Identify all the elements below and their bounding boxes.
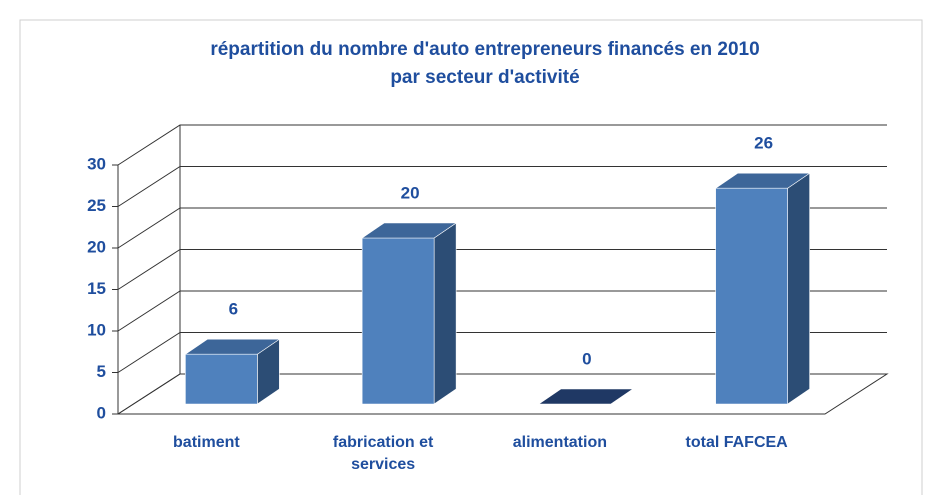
- bar-top: [361, 222, 458, 239]
- grid-line: [117, 166, 887, 207]
- grid-line: [117, 332, 887, 373]
- bar-front: [185, 353, 258, 405]
- y-tick-label: 30: [87, 154, 106, 173]
- grid-line: [117, 207, 887, 249]
- bar-front: [715, 187, 788, 405]
- grid-line: [117, 290, 887, 332]
- bar: [714, 172, 811, 405]
- chart-title: par secteur d'activité: [390, 67, 579, 88]
- y-tick-label: 5: [97, 362, 106, 381]
- x-tick-label: fabrication et services: [332, 434, 434, 473]
- bar: [361, 222, 458, 405]
- bar-side: [787, 172, 810, 405]
- y-tick-label: 15: [87, 279, 106, 298]
- y-tick-label: 0: [97, 403, 106, 422]
- bar: [537, 388, 634, 405]
- data-label: 6: [229, 300, 238, 319]
- y-tick-label: 25: [87, 196, 106, 215]
- x-tick-label: alimentation: [512, 434, 607, 451]
- bar: [184, 338, 281, 405]
- grid-line: [117, 249, 887, 290]
- x-tick-label: batiment: [173, 434, 240, 451]
- bar-top: [714, 172, 811, 189]
- data-label: 0: [582, 349, 591, 368]
- x-tick-label: total FAFCEA: [685, 434, 788, 451]
- y-tick-label: 20: [87, 237, 106, 256]
- data-label: 26: [754, 134, 773, 153]
- y-tick-label: 10: [87, 320, 106, 339]
- bar-front: [361, 237, 435, 405]
- grid-line: [117, 124, 887, 166]
- chart-title: répartition du nombre d'auto entrepreneu…: [210, 39, 759, 60]
- data-label: 20: [401, 183, 420, 202]
- bar-top: [537, 388, 634, 405]
- bar-side: [433, 222, 457, 405]
- bar-top: [184, 338, 281, 355]
- grid-line: [117, 373, 887, 415]
